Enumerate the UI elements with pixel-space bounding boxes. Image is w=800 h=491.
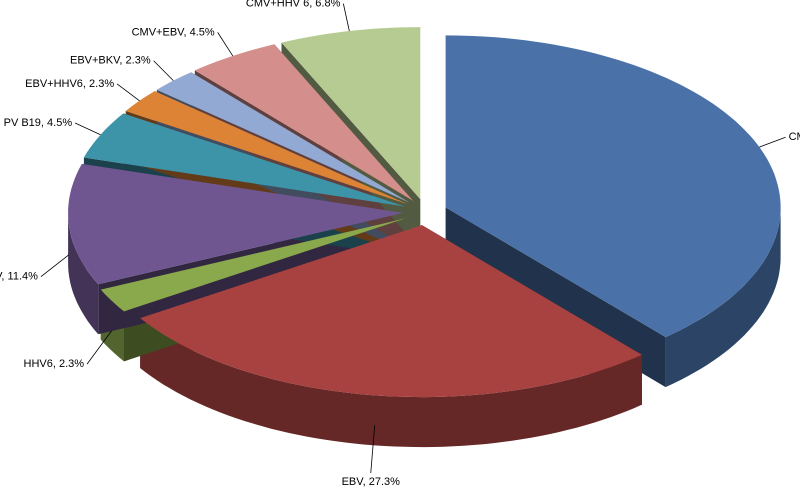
slice-side [140,318,642,448]
data-label: PV B19, 4.5% [4,117,73,129]
slice-side [68,212,99,335]
slice [100,218,406,312]
leader-line [342,3,350,32]
slice [194,44,414,201]
data-label: HHV6, 2.3% [24,358,85,370]
slice [281,27,421,200]
leader-line [116,83,140,102]
slice [445,35,781,338]
data-label: CMV, 38.6% [789,131,800,143]
slice [68,163,404,285]
leader-line [759,136,786,148]
slice-side [665,207,781,388]
slice [83,113,406,207]
leader-line [40,254,70,278]
slice [125,91,408,205]
data-label: BKV, 11.4% [0,271,38,283]
leader-line [86,330,112,365]
leader-line [370,425,376,474]
data-label: EBV+BKV, 2.3% [70,55,151,67]
data-label: CMV+EBV, 4.5% [132,26,215,38]
data-label: EBV+HHV6, 2.3% [25,78,114,90]
leader-line [217,32,234,57]
data-label: EBV, 27.3% [342,476,401,488]
leader-line [153,60,174,81]
leader-line [74,122,101,136]
data-label: CMV+HHV 6, 6.8% [246,0,341,10]
slice [140,225,642,398]
slice [156,72,410,203]
